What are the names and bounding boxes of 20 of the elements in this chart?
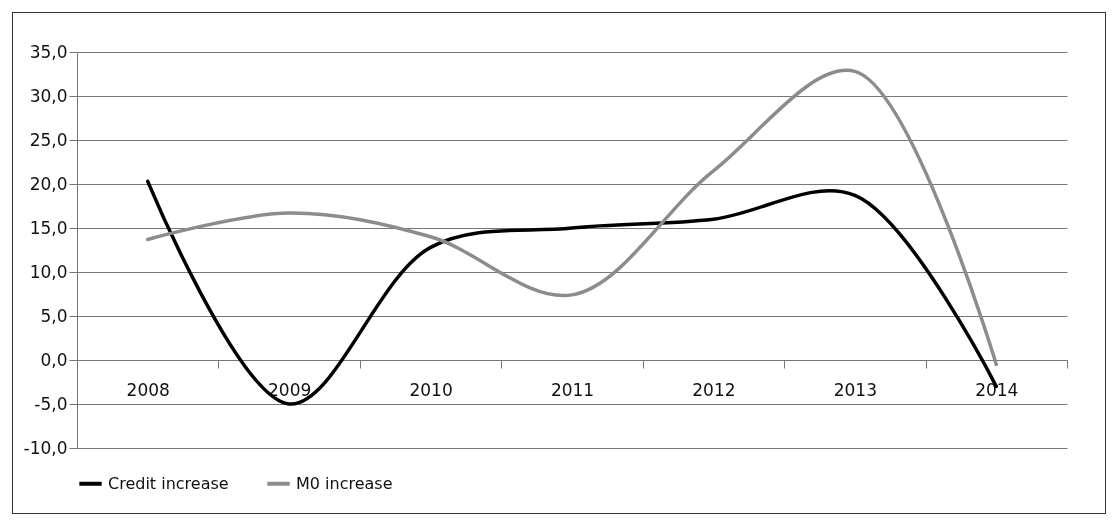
x-tick-label: 2008 xyxy=(126,379,170,400)
y-tick-label: 35,0 xyxy=(29,41,68,62)
x-tick-label: 2011 xyxy=(550,379,595,400)
y-tick-label: 10,0 xyxy=(29,261,68,282)
y-tick-label: 5,0 xyxy=(40,305,68,326)
y-tick-label: 0,0 xyxy=(40,349,68,370)
legend-label: Credit increase xyxy=(108,473,229,493)
line-series xyxy=(145,69,999,367)
x-tick-label: 2014 xyxy=(975,379,1019,400)
y-tick-label: 30,0 xyxy=(29,85,68,106)
y-tick-label: -10,0 xyxy=(23,437,68,458)
x-tick-label: 2010 xyxy=(409,379,453,400)
x-tick-label: 2012 xyxy=(692,379,736,400)
y-tick-label: 25,0 xyxy=(29,129,68,150)
y-tick-label: 20,0 xyxy=(29,173,68,194)
y-tick-label: 15,0 xyxy=(29,217,68,238)
legend-label: M0 increase xyxy=(296,473,393,493)
x-tick-label: 2009 xyxy=(268,379,312,400)
x-tick-label: 2013 xyxy=(833,379,877,400)
y-tick-label: -5,0 xyxy=(34,393,68,414)
